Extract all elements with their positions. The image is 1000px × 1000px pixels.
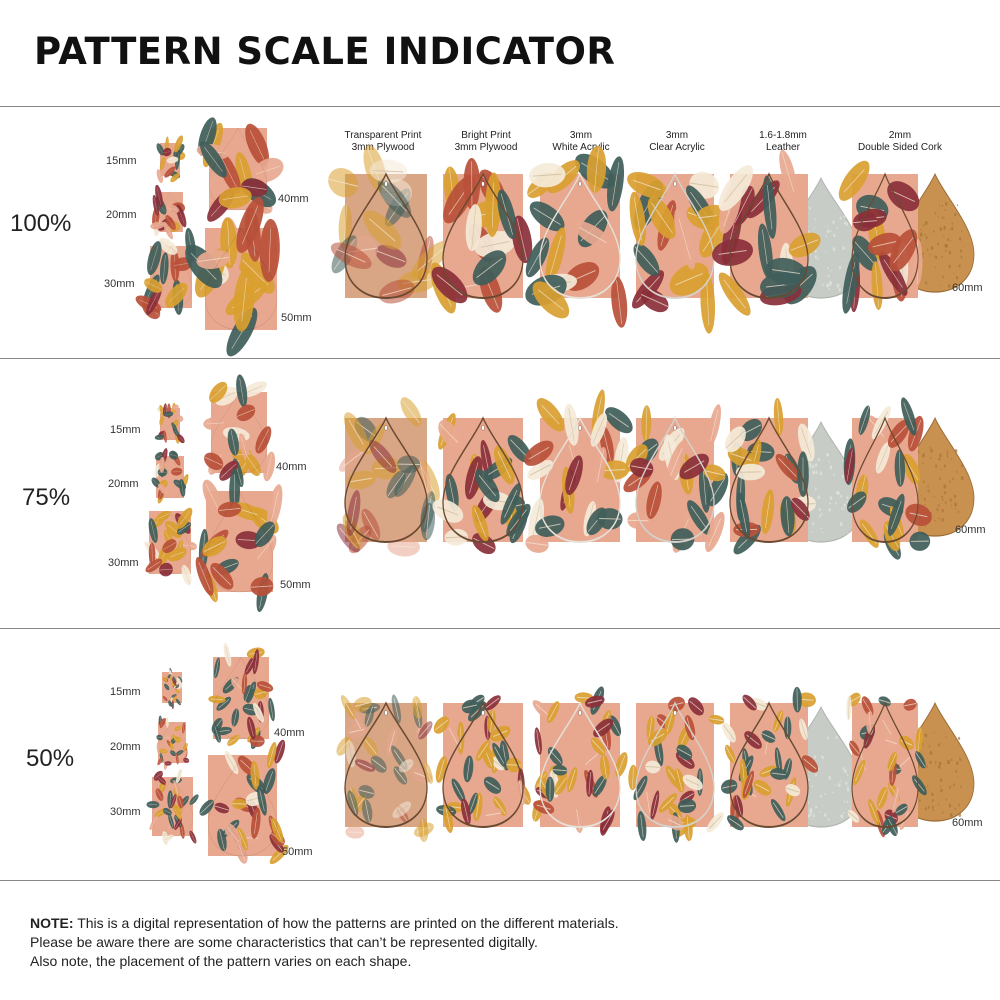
size-label-40mm: 40mm (278, 193, 309, 205)
size-label-20mm: 20mm (110, 741, 141, 753)
size-label-20mm: 20mm (108, 478, 139, 490)
size-label-50mm: 50mm (282, 846, 313, 858)
size-label-30mm: 30mm (110, 806, 141, 818)
earring-sample-20mm (150, 184, 187, 240)
earring-sample-40mm (196, 117, 284, 222)
scale-label: 100% (10, 210, 72, 237)
earring-sample-30mm (144, 507, 197, 586)
material-sample-bright-plywood (432, 413, 532, 555)
size-label-15mm: 15mm (110, 686, 141, 698)
size-label-40mm: 40mm (274, 727, 305, 739)
earring-sample-15mm (154, 402, 185, 444)
material-sample-cork (843, 397, 932, 560)
material-sample-clear-acrylic (623, 404, 729, 553)
earring-sample-30mm (135, 227, 196, 320)
column-header-leather: 1.6-1.8mm Leather (759, 130, 807, 153)
earring-sample-50mm (195, 468, 283, 613)
material-sample-white-acrylic (524, 389, 633, 553)
material-sample-transparent-plywood (336, 397, 440, 557)
material-sample-leather (725, 397, 817, 555)
earring-sample-15mm (156, 135, 186, 184)
earring-sample-15mm (161, 667, 183, 710)
scale-label: 75% (22, 484, 71, 511)
material-sample-clear-acrylic (628, 696, 725, 843)
material-sample-transparent-plywood (336, 694, 434, 843)
earring-sample-50mm (199, 739, 289, 865)
column-header-bright-plywood: Bright Print 3mm Plywood (454, 130, 518, 153)
size-label-60mm: 60mm (952, 817, 983, 829)
divider (0, 628, 1000, 629)
size-label-60mm: 60mm (955, 524, 986, 536)
size-label-50mm: 50mm (280, 579, 311, 591)
column-header-transparent-plywood: Transparent Print 3mm Plywood (344, 130, 422, 153)
material-sample-cork (838, 160, 923, 314)
column-header-clear-acrylic: 3mm Clear Acrylic (649, 130, 705, 153)
size-label-60mm: 60mm (952, 282, 983, 294)
divider (0, 880, 1000, 881)
footer-note: NOTE: This is a digital representation o… (30, 915, 619, 969)
earring-sample-20mm (156, 715, 190, 770)
page-title: PATTERN SCALE INDICATOR (34, 30, 616, 73)
material-sample-white-acrylic (525, 145, 628, 328)
size-label-50mm: 50mm (281, 312, 312, 324)
size-label-30mm: 30mm (108, 557, 139, 569)
material-sample-leather (712, 149, 821, 316)
material-sample-transparent-plywood (328, 145, 450, 304)
size-label-40mm: 40mm (276, 461, 307, 473)
column-header-cork: 2mm Double Sided Cork (858, 130, 942, 153)
earring-sample-50mm (185, 197, 280, 357)
column-header-white-acrylic: 3mm White Acrylic (552, 130, 610, 153)
material-sample-bright-plywood (433, 694, 531, 833)
earring-sample-40mm (203, 374, 276, 488)
earring-sample-40mm (208, 642, 275, 750)
size-label-20mm: 20mm (106, 209, 137, 221)
material-sample-bright-plywood (430, 158, 533, 314)
size-label-15mm: 15mm (106, 155, 137, 167)
material-sample-cork (846, 692, 927, 838)
divider (0, 358, 1000, 359)
size-label-15mm: 15mm (110, 424, 141, 436)
material-sample-leather (721, 686, 819, 831)
scale-label: 50% (26, 745, 75, 772)
earring-sample-20mm (151, 448, 189, 504)
material-sample-clear-acrylic (627, 171, 729, 334)
material-sample-white-acrylic (532, 686, 628, 836)
size-label-30mm: 30mm (104, 278, 135, 290)
divider (0, 106, 1000, 107)
earring-sample-30mm (146, 768, 199, 845)
